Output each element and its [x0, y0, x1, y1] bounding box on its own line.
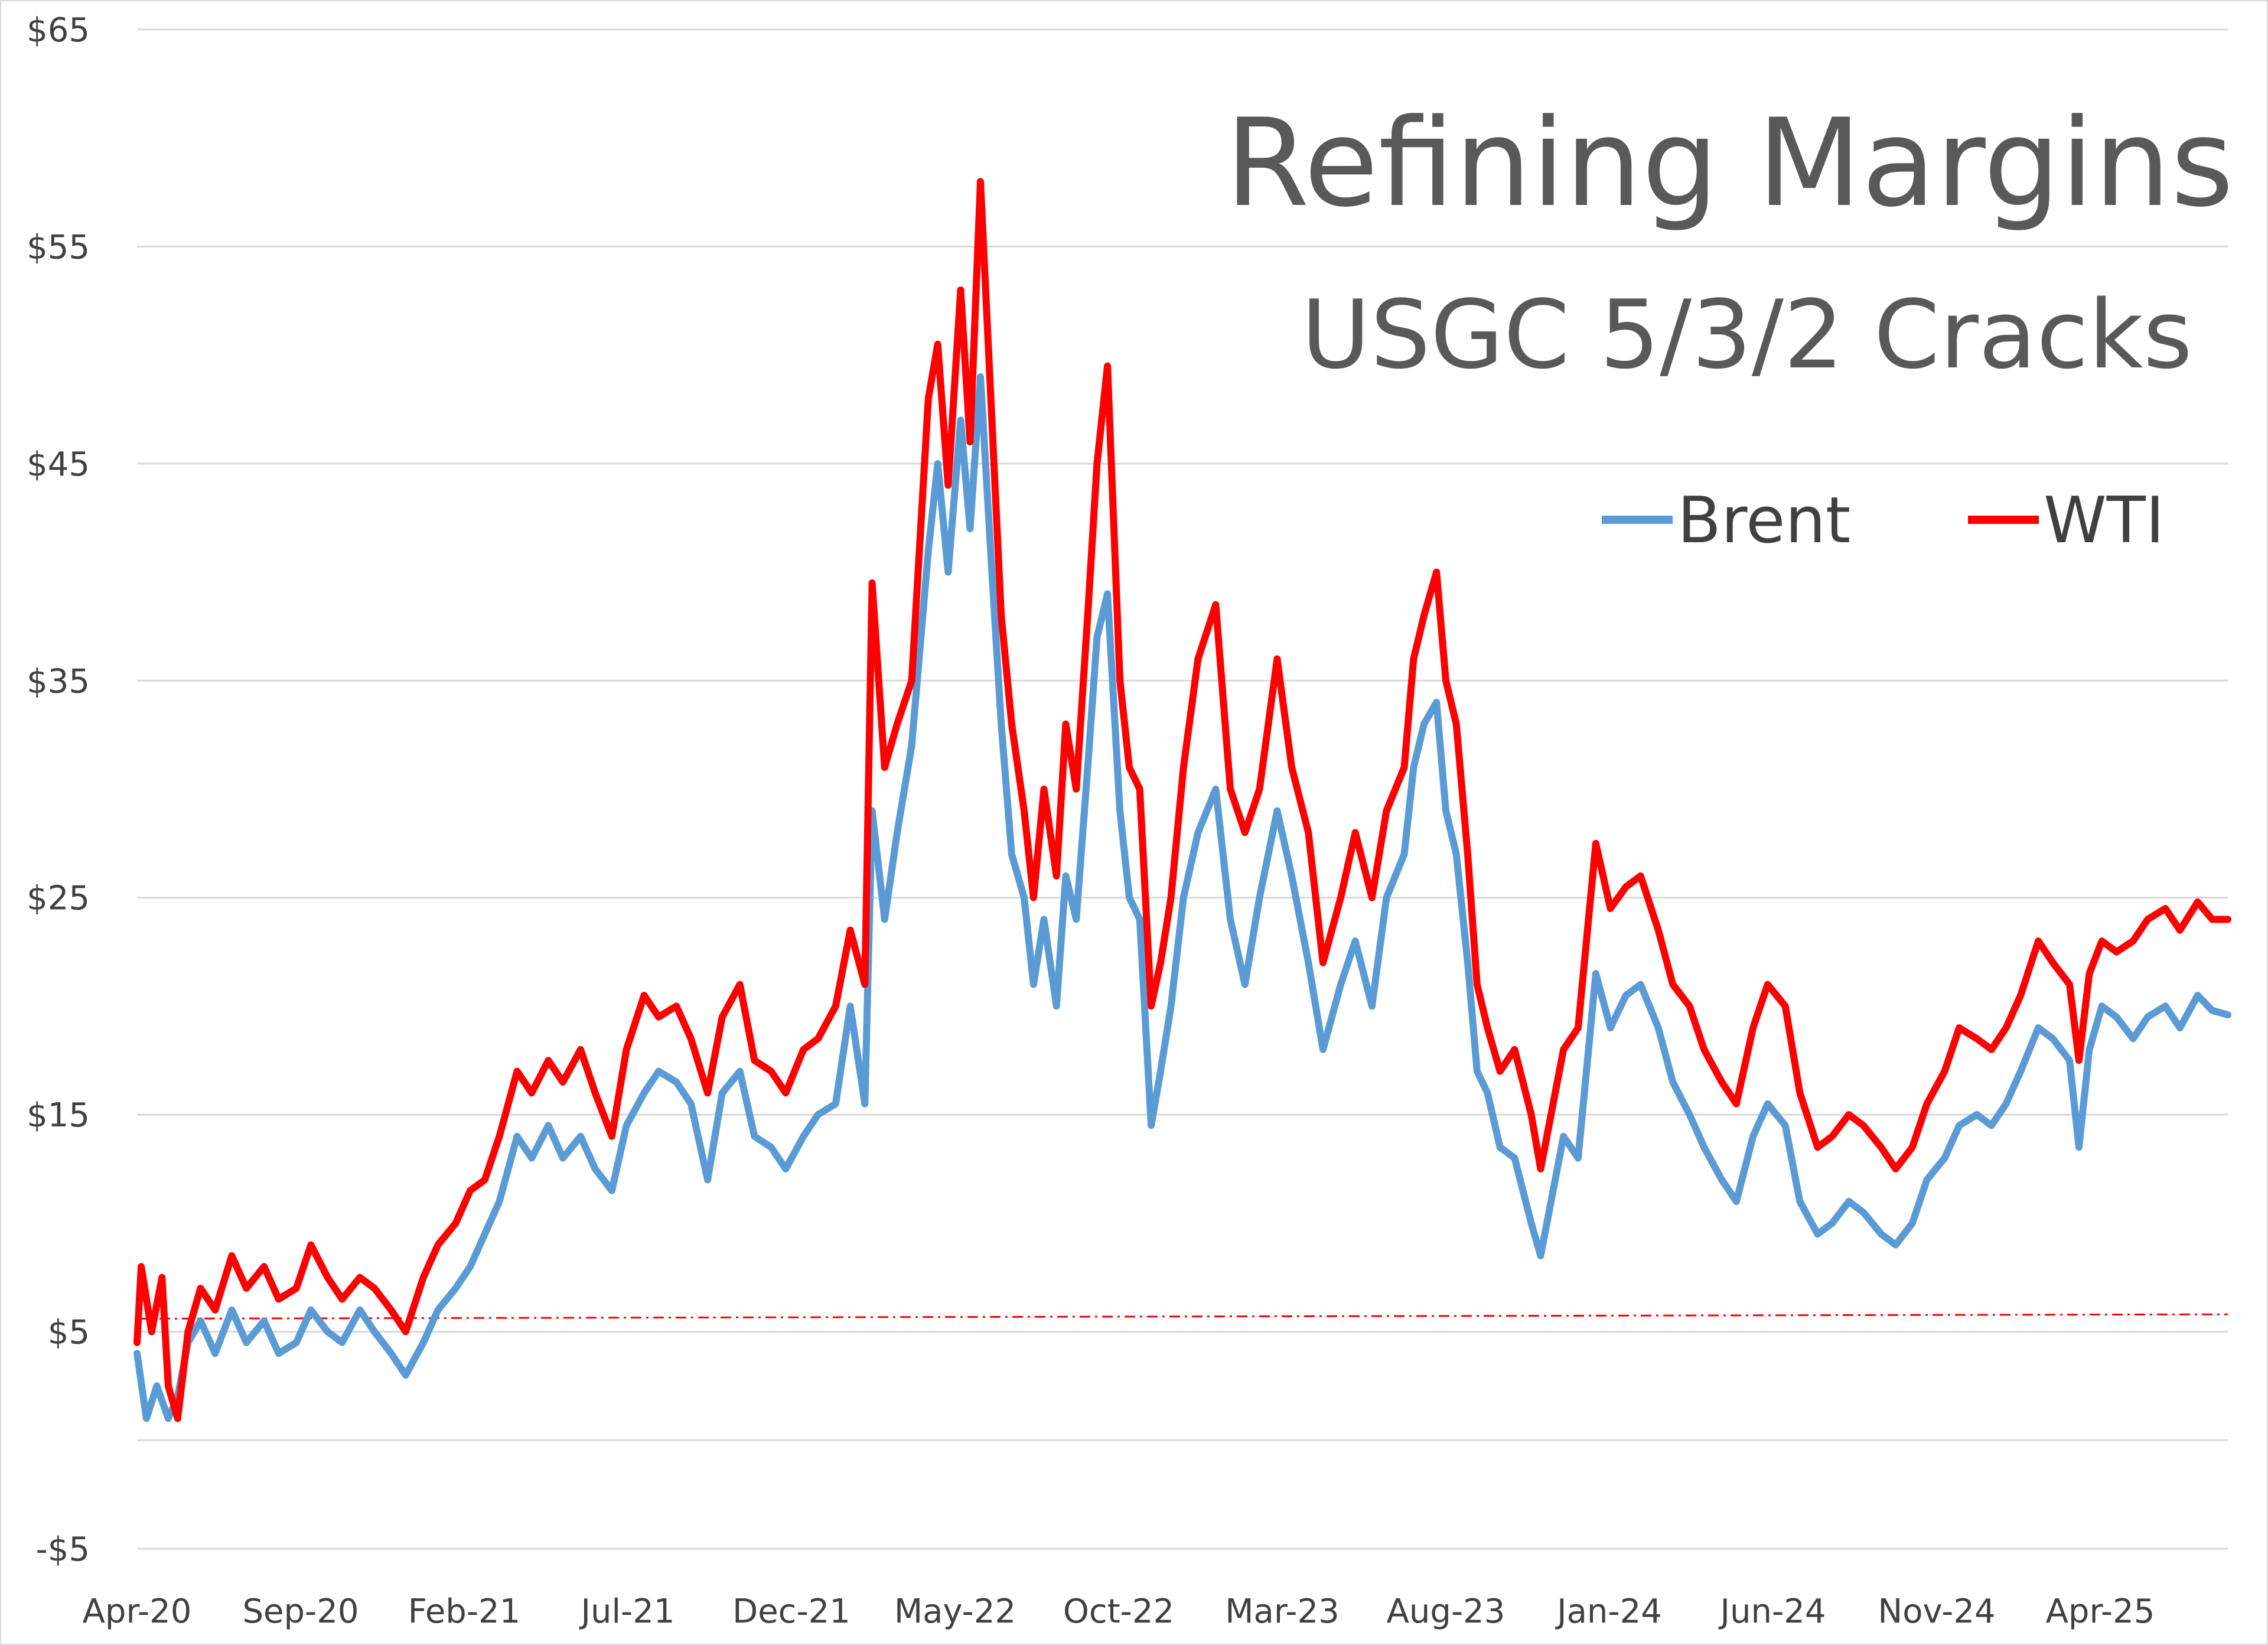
legend-label-brent: Brent: [1677, 484, 1850, 558]
x-tick-label: Jan-24: [1555, 1592, 1662, 1631]
x-tick-label: Jun-24: [1719, 1592, 1826, 1631]
y-tick-label: $65: [27, 11, 90, 50]
y-tick-label: $45: [27, 445, 90, 484]
x-tick-label: Oct-22: [1063, 1592, 1174, 1631]
x-axis-ticks: Apr-20 Sep-20 Feb-21 Jul-21 Dec-21 May-22 Oct-…: [83, 1592, 2155, 1631]
legend: Brent WTI: [1602, 484, 2165, 558]
x-tick-label: Apr-20: [83, 1592, 192, 1631]
x-tick-label: Dec-21: [732, 1592, 850, 1631]
x-tick-label: Nov-24: [1878, 1592, 1995, 1631]
x-tick-label: Mar-23: [1225, 1592, 1340, 1631]
y-tick-label: $55: [27, 228, 90, 266]
series-lines: [133, 178, 2231, 1422]
x-tick-label: Jul-21: [579, 1592, 674, 1631]
y-tick-label: $35: [27, 662, 90, 701]
y-axis-ticks: -$5 $5 $15 $25 $35 $45 $55 $65: [27, 11, 90, 1569]
chart-title: Refining Margins: [1225, 93, 2234, 234]
y-tick-label: $5: [48, 1314, 90, 1352]
y-tick-label: -$5: [36, 1530, 90, 1569]
x-tick-label: Feb-21: [408, 1592, 521, 1631]
x-tick-label: Apr-25: [2046, 1592, 2155, 1631]
y-tick-label: $25: [27, 879, 90, 918]
legend-label-wti: WTI: [2044, 484, 2165, 558]
reference-line: [136, 1313, 2228, 1320]
series-line-wti: [133, 178, 2231, 1422]
x-tick-label: May-22: [894, 1592, 1016, 1631]
gridlines: [137, 28, 2228, 1550]
series-line-brent: [133, 373, 2231, 1422]
x-tick-label: Aug-23: [1387, 1592, 1506, 1631]
x-tick-label: Sep-20: [242, 1592, 359, 1631]
y-tick-label: $15: [27, 1096, 90, 1135]
chart-subtitle: USGC 5/3/2 Cracks: [1301, 279, 2192, 390]
